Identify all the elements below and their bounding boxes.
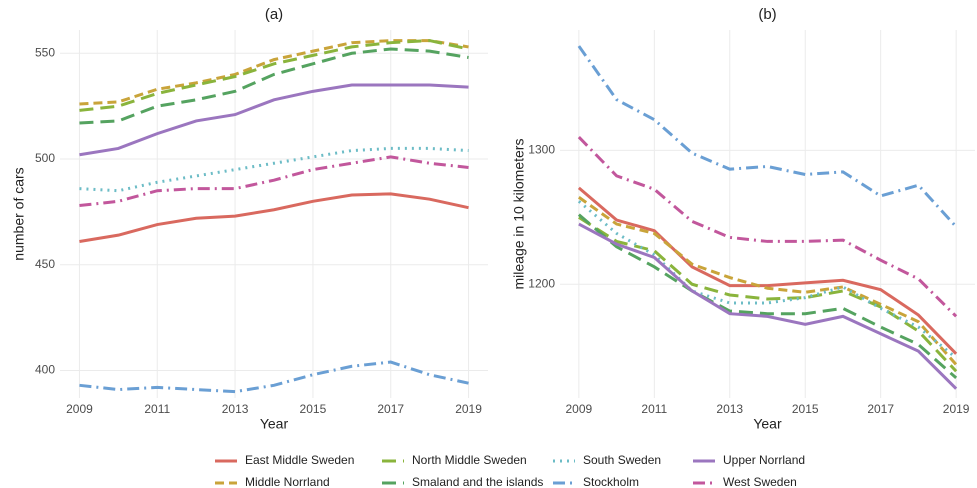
legend-label: Middle Norrland <box>245 475 330 488</box>
x-tick-label: 2009 <box>66 402 93 416</box>
legend-label: North Middle Sweden <box>412 453 527 467</box>
x-tick-label: 2011 <box>641 402 667 416</box>
legend-label: Smaland and the islands <box>412 475 543 488</box>
series-line <box>79 192 469 243</box>
series-line <box>79 360 469 394</box>
legend-label: East Middle Sweden <box>245 453 354 467</box>
y-tick-label: 1300 <box>528 143 555 157</box>
x-tick-label: 2011 <box>144 402 170 416</box>
series-line <box>79 47 469 125</box>
series-line <box>577 200 958 360</box>
x-tick-label: 2017 <box>867 402 894 416</box>
y-axis-title: number of cars <box>11 167 27 260</box>
y-axis-title: mileage in 10 kilometers <box>511 139 527 290</box>
x-tick-label: 2013 <box>716 402 743 416</box>
legend-label: South Sweden <box>583 453 661 467</box>
series-line <box>79 146 469 193</box>
series-line <box>79 39 469 112</box>
x-axis-title: Year <box>260 416 289 432</box>
series-line <box>577 196 958 366</box>
series-line <box>578 222 958 390</box>
series-line <box>577 186 958 355</box>
y-tick-label: 400 <box>35 363 55 377</box>
legend-label: Upper Norrland <box>723 453 805 467</box>
y-tick-label: 500 <box>35 151 55 165</box>
x-tick-label: 2019 <box>455 402 482 416</box>
y-tick-label: 1200 <box>528 276 555 290</box>
legend-label: Stockholm <box>583 475 639 488</box>
x-tick-label: 2015 <box>300 402 327 416</box>
legend-label: West Sweden <box>723 475 797 488</box>
chart-title: (a) <box>265 6 283 23</box>
series-line <box>577 213 958 380</box>
series-line <box>79 83 469 157</box>
x-tick-label: 2013 <box>222 402 249 416</box>
x-tick-label: 2017 <box>377 402 404 416</box>
x-tick-label: 2015 <box>792 402 819 416</box>
series-line <box>79 155 469 208</box>
x-axis-title: Year <box>753 416 782 432</box>
chart-title: (b) <box>758 6 776 23</box>
x-tick-label: 2019 <box>943 402 970 416</box>
x-tick-label: 2009 <box>566 402 593 416</box>
y-tick-label: 450 <box>35 257 55 271</box>
series-line <box>577 136 958 318</box>
series-line <box>79 39 469 106</box>
series-line <box>577 45 958 228</box>
y-tick-label: 550 <box>35 45 55 59</box>
